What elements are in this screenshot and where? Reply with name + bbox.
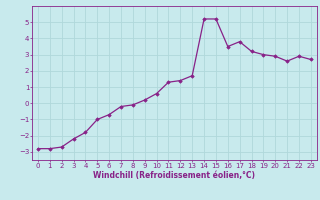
X-axis label: Windchill (Refroidissement éolien,°C): Windchill (Refroidissement éolien,°C) bbox=[93, 171, 255, 180]
